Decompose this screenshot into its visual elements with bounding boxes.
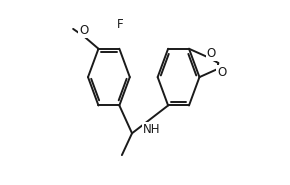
Text: NH: NH	[143, 123, 160, 136]
Text: F: F	[117, 18, 124, 31]
Text: O: O	[217, 66, 226, 79]
Text: O: O	[206, 47, 216, 60]
Text: O: O	[79, 24, 88, 37]
